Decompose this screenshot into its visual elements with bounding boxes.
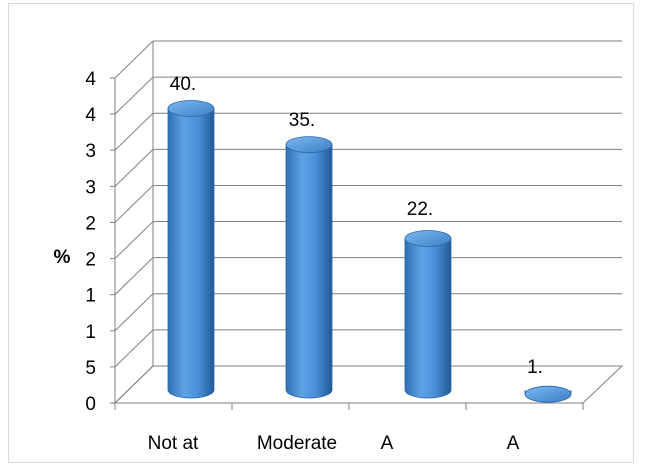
bar-body [167, 108, 215, 399]
bar [404, 230, 452, 399]
bar [524, 385, 572, 403]
bar [285, 136, 333, 399]
x-tick-label: Moderate [257, 433, 337, 454]
gridline-diagonal [114, 221, 154, 259]
bar-cap [285, 136, 333, 154]
gridline-diagonal [114, 329, 154, 368]
gridline-diagonal [114, 112, 154, 151]
data-label: 40. [170, 74, 196, 95]
floor-outline [113, 365, 624, 404]
bar-cap [167, 100, 215, 117]
gridline-diagonal [114, 76, 154, 115]
y-tick-label: 3 [85, 177, 96, 198]
x-tick-label: Not at [148, 433, 199, 454]
bar-body [404, 238, 452, 399]
y-tick-label: 0 [85, 394, 96, 415]
y-tick-label: 4 [85, 105, 96, 126]
y-tick-label: 5 [85, 358, 96, 379]
x-tick-label: A [507, 433, 520, 454]
y-tick-label: 1 [85, 322, 96, 343]
gridline-diagonal [114, 293, 154, 332]
bar-layer [167, 100, 572, 403]
y-tick-label: 3 [85, 141, 96, 162]
gridline-diagonal [114, 40, 154, 79]
bar-cap [404, 230, 452, 247]
bar-body [285, 144, 333, 399]
label-layer: 40. 35. 22. 1. [170, 74, 543, 378]
gridline-diagonal [114, 148, 154, 187]
y-tick-label: 2 [85, 250, 96, 271]
grid-layer [113, 40, 624, 404]
data-label: 1. [527, 357, 543, 378]
y-tick-label: 2 [85, 213, 96, 234]
y-tick-label: 1 [85, 286, 96, 307]
y-axis-title: % [54, 247, 71, 268]
data-label: 35. [289, 110, 315, 131]
bar [167, 100, 215, 399]
gridline-diagonal [114, 185, 154, 223]
axis-layer: 0 5 1 1 2 2 3 3 4 4 Not at Moderate A A [85, 69, 584, 454]
y-tick-label: 4 [85, 69, 96, 90]
x-tick-label: A [381, 433, 394, 454]
bar-cap [524, 385, 572, 403]
gridline-diagonal [114, 257, 154, 296]
data-label: 22. [407, 199, 433, 220]
